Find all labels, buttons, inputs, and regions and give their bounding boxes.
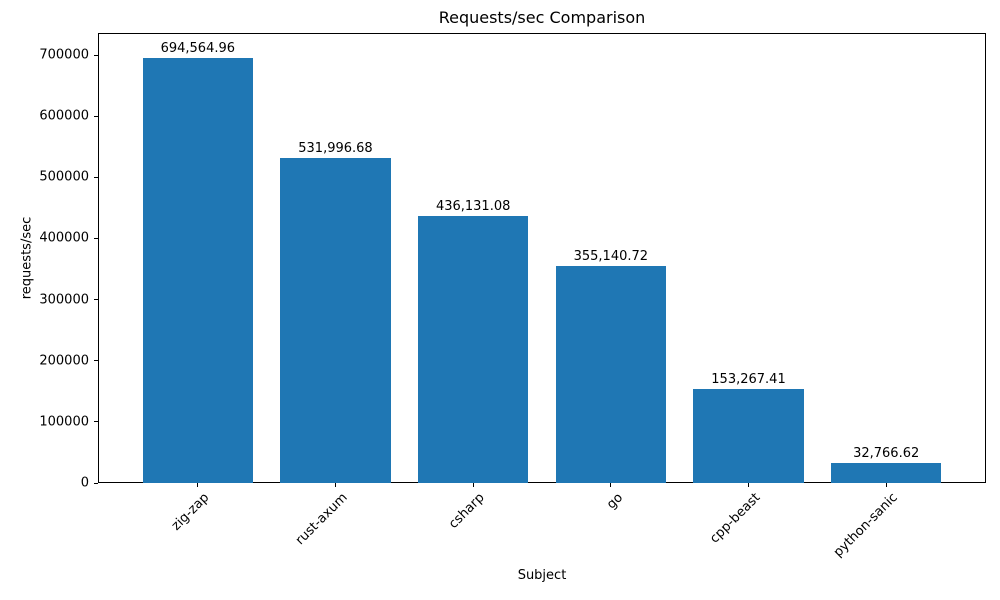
y-tick <box>94 482 98 484</box>
y-tick <box>94 237 98 239</box>
bar <box>693 389 804 483</box>
y-tick-label: 0 <box>80 475 89 491</box>
y-tick-label: 700000 <box>39 47 89 63</box>
bar-value-label: 436,131.08 <box>435 199 511 215</box>
x-tick <box>748 483 749 487</box>
bar <box>418 216 529 483</box>
y-tick-label: 500000 <box>39 169 89 185</box>
y-tick <box>94 421 98 423</box>
chart-title: Requests/sec Comparison <box>438 8 646 27</box>
x-tick-label: go <box>603 490 626 513</box>
x-tick-label: zig-zap <box>169 490 213 534</box>
x-tick <box>197 483 199 487</box>
x-tick-label: cpp-beast <box>707 490 764 547</box>
y-tick <box>94 115 98 117</box>
bar <box>555 265 666 483</box>
x-tick-label: rust-axum <box>292 490 351 549</box>
x-tick <box>334 483 336 487</box>
bar-value-label: 355,140.72 <box>573 248 649 264</box>
y-tick-label: 300000 <box>39 292 89 308</box>
bar-value-label: 153,267.41 <box>711 372 786 388</box>
y-tick <box>94 299 98 301</box>
x-tick-label: python-sanic <box>831 490 902 561</box>
y-tick-label: 100000 <box>39 414 89 430</box>
y-tick-label: 200000 <box>39 353 89 369</box>
y-axis-label: requests/sec <box>19 216 35 300</box>
y-tick <box>94 176 98 178</box>
x-tick <box>610 483 612 487</box>
y-tick-label: 400000 <box>39 230 89 246</box>
y-tick <box>94 360 98 362</box>
y-tick-label: 600000 <box>39 108 89 124</box>
bar-value-label: 32,766.62 <box>853 445 920 461</box>
bar-value-label: 694,564.96 <box>160 41 236 57</box>
bar-value-label: 531,996.68 <box>298 140 373 156</box>
x-axis-label: Subject <box>517 568 567 583</box>
bar <box>142 58 253 483</box>
x-tick-label: csharp <box>446 490 489 532</box>
x-tick <box>885 483 887 487</box>
x-tick <box>472 483 474 487</box>
bar <box>831 462 942 483</box>
bar <box>280 157 391 483</box>
y-tick <box>94 54 98 56</box>
